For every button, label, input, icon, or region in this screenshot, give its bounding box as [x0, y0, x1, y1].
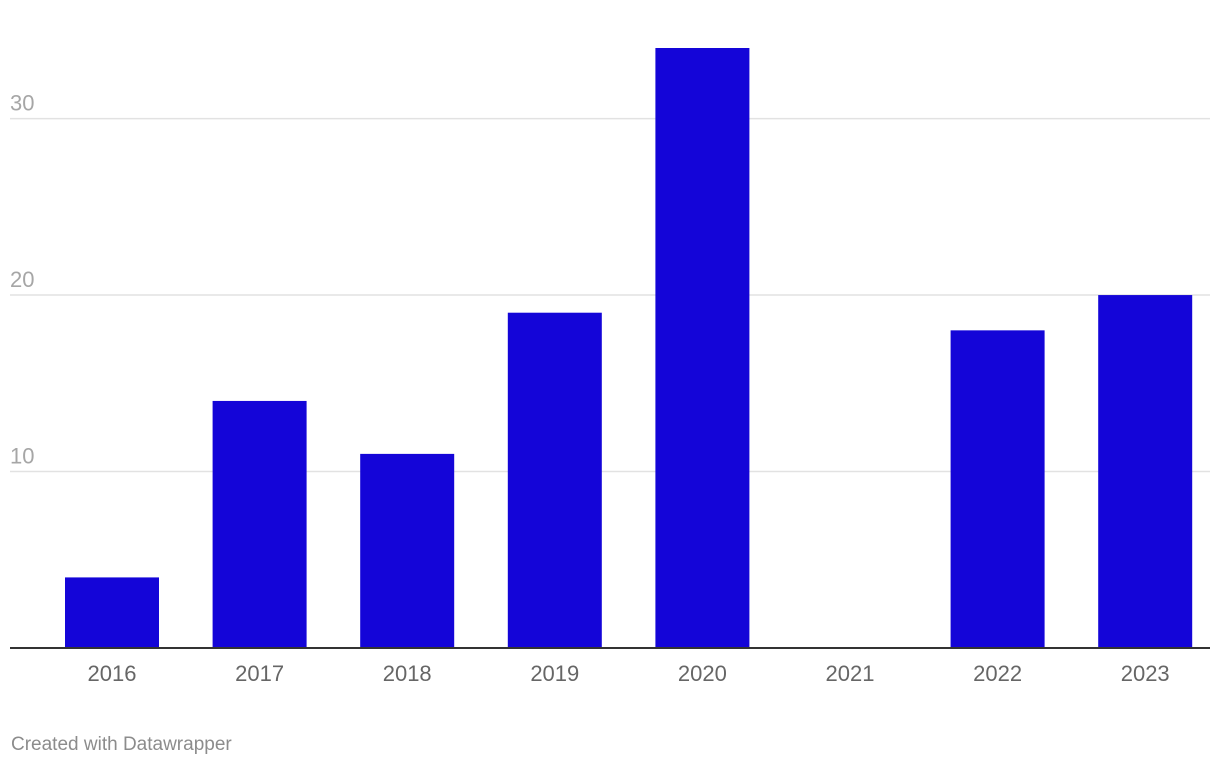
x-tick-label-2022: 2022	[973, 661, 1022, 686]
bar-2016	[65, 577, 159, 648]
y-tick-label: 30	[10, 91, 34, 116]
y-tick-label: 10	[10, 444, 34, 469]
x-tick-label-2023: 2023	[1121, 661, 1170, 686]
axes: 10 20 30 2016 2017 2018 2019 2020 2021 2022 2023	[10, 91, 1210, 686]
footer-credit: Created with Datawrapper	[11, 734, 232, 755]
x-tick-label-2021: 2021	[826, 661, 875, 686]
x-tick-label-2019: 2019	[530, 661, 579, 686]
x-tick-label-2020: 2020	[678, 661, 727, 686]
bar-2023	[1098, 295, 1193, 648]
x-tick-label-2017: 2017	[235, 661, 284, 686]
bar-2017	[212, 400, 307, 648]
x-tick-label-2018: 2018	[383, 661, 432, 686]
bar-2022	[950, 330, 1045, 648]
bars	[65, 48, 1193, 648]
bar-2019	[507, 312, 602, 648]
bar-2020	[655, 48, 750, 648]
bar-2018	[360, 453, 455, 648]
x-tick-label-2016: 2016	[88, 661, 137, 686]
y-tick-label: 20	[10, 267, 34, 292]
